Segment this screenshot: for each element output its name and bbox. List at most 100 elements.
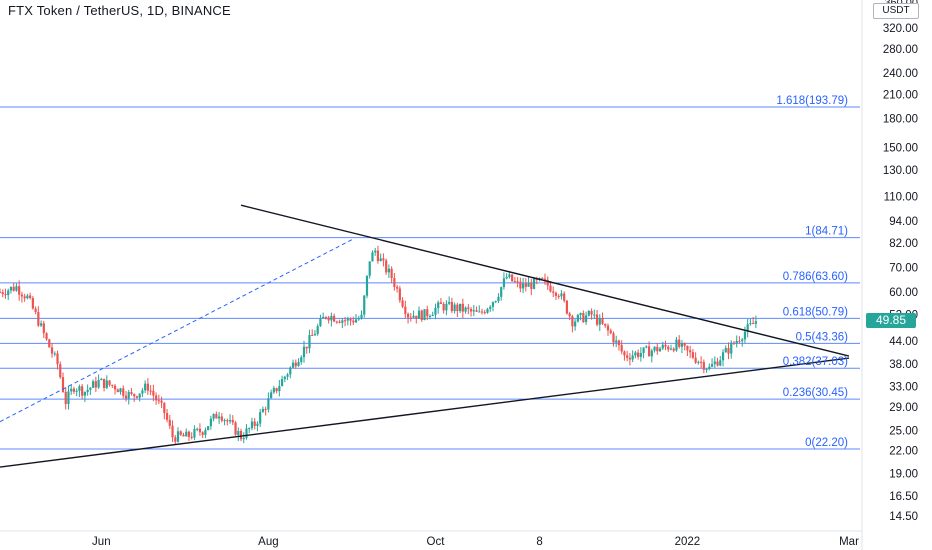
candle-body <box>491 302 495 307</box>
candle-body <box>705 369 708 371</box>
candle <box>7 288 10 301</box>
candle-body <box>185 431 188 437</box>
candle <box>491 301 495 312</box>
candle-body <box>658 348 662 352</box>
candle-body <box>552 291 555 293</box>
candle-body <box>387 268 390 273</box>
candle <box>489 305 492 313</box>
candle-body <box>631 355 634 360</box>
candle <box>587 309 590 317</box>
candle <box>464 306 467 314</box>
candle-body <box>469 309 473 312</box>
candle <box>637 349 640 360</box>
candle-body <box>382 258 385 261</box>
candle-body <box>437 302 440 309</box>
candle <box>672 347 675 353</box>
candle <box>81 384 84 400</box>
candle-body <box>15 286 18 291</box>
candle-body <box>242 437 245 440</box>
symbol-title: FTX Token / TetherUS, 1D, BINANCE <box>8 3 231 18</box>
candle-body <box>291 362 295 368</box>
price-tick-label: 22.00 <box>889 445 918 457</box>
candle-body <box>61 377 65 392</box>
candle-body <box>513 281 516 283</box>
candle-body <box>653 346 656 351</box>
candle-body <box>338 321 341 323</box>
candle-body <box>420 310 423 321</box>
candle-body <box>732 342 736 344</box>
candle-body <box>735 340 738 344</box>
candle <box>727 342 730 360</box>
candle-body <box>439 302 443 304</box>
candle <box>42 320 45 339</box>
candle-body <box>497 296 500 302</box>
candle-body <box>275 388 278 392</box>
candle <box>223 418 226 426</box>
candle <box>37 306 40 328</box>
price-tick-label: 180.00 <box>883 114 918 126</box>
candle <box>560 289 563 300</box>
candle <box>579 312 582 321</box>
candle <box>456 302 459 318</box>
price-tick-label: 33.00 <box>889 381 918 393</box>
candle <box>398 285 401 303</box>
price-tick-label: 94.00 <box>889 216 918 228</box>
candle-body <box>623 351 626 356</box>
candle <box>105 375 108 389</box>
candle <box>543 273 547 285</box>
candle-body <box>313 333 317 336</box>
candle-body <box>609 330 612 334</box>
candle-body <box>94 381 97 388</box>
price-tick-label: 16.50 <box>889 491 918 503</box>
candle-body <box>598 318 601 325</box>
time-tick-label: Mar <box>839 536 859 548</box>
candle <box>702 359 705 374</box>
candle-body <box>754 321 757 324</box>
candle-body <box>0 292 2 294</box>
currency-label[interactable]: USDT <box>873 3 919 19</box>
candle-body <box>190 436 193 438</box>
candle <box>478 305 481 313</box>
candle-body <box>541 277 544 279</box>
candle <box>680 340 684 354</box>
candle <box>135 395 139 399</box>
candle-body <box>357 318 360 320</box>
candle-body <box>502 278 506 288</box>
candle-body <box>37 311 40 326</box>
candle-body <box>593 314 596 316</box>
candle <box>393 273 396 291</box>
candle-body <box>445 303 448 311</box>
candle <box>511 274 514 282</box>
candle-body <box>486 308 489 313</box>
candle <box>574 319 577 331</box>
candle <box>557 294 560 300</box>
candle <box>415 315 418 324</box>
candle-body <box>349 318 352 321</box>
candle <box>305 346 308 354</box>
candle-body <box>81 386 84 396</box>
candle-body <box>365 275 369 296</box>
price-tick-label: 280.00 <box>883 44 918 56</box>
candle <box>606 323 610 336</box>
candle <box>231 415 234 426</box>
candle-body <box>102 378 106 388</box>
candle-body <box>752 323 755 325</box>
candle-body <box>565 300 569 314</box>
candle-body <box>280 379 284 387</box>
candle <box>656 342 659 355</box>
price-axis: 360.00320.00280.00240.00210.00180.00150.… <box>861 0 918 550</box>
candle <box>516 276 519 288</box>
candle-body <box>442 303 445 311</box>
candle-body <box>141 390 144 394</box>
candle <box>626 350 629 362</box>
price-tick-label: 44.00 <box>889 336 918 348</box>
candle-body <box>716 361 719 366</box>
candle <box>124 391 128 402</box>
candle-body <box>198 428 202 433</box>
candle-body <box>319 318 322 327</box>
candlestick-series <box>0 245 757 445</box>
candle-body <box>669 348 673 350</box>
candle-body <box>459 303 462 312</box>
